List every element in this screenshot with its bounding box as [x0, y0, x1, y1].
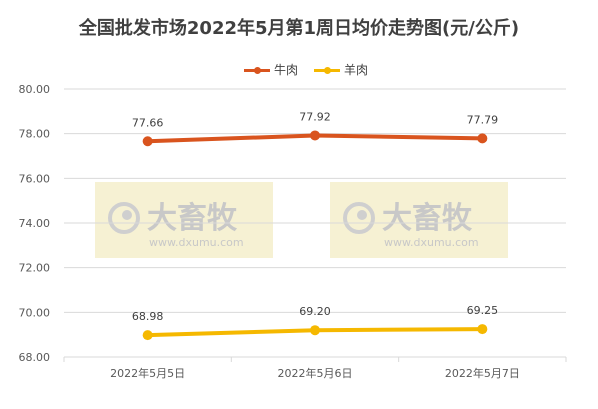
data-point — [142, 136, 153, 147]
data-label: 77.66 — [132, 116, 164, 129]
data-label: 68.98 — [132, 310, 164, 323]
watermark-logo-dot — [357, 210, 367, 220]
watermark-logo-icon — [108, 202, 140, 234]
watermark-brand: 大畜牧 — [382, 201, 473, 236]
watermark-logo-dot — [122, 210, 132, 220]
legend-swatch-beef — [244, 67, 270, 74]
data-label: 69.25 — [467, 304, 499, 317]
x-tick-label: 2022年5月6日 — [278, 366, 353, 380]
data-point — [477, 324, 488, 335]
y-tick-label: 68.00 — [19, 351, 51, 364]
y-tick-label: 74.00 — [19, 217, 51, 230]
legend-swatch-mutton — [314, 67, 340, 74]
y-tick-label: 78.00 — [19, 128, 51, 141]
legend-label-mutton: 羊肉 — [344, 63, 369, 77]
watermark-url: www.dxumu.com — [149, 236, 244, 249]
y-tick-label: 76.00 — [19, 172, 51, 185]
data-label: 77.92 — [299, 110, 331, 123]
data-point — [310, 130, 320, 141]
watermark-box — [95, 182, 273, 258]
watermark-box — [330, 182, 508, 258]
data-point — [142, 330, 153, 341]
watermark-logo-icon — [343, 202, 375, 234]
chart-title: 全国批发市场2022年5月第1周日均价走势图(元/公斤) — [78, 18, 520, 39]
data-label: 69.20 — [299, 305, 331, 318]
data-point — [477, 133, 488, 144]
watermark-url: www.dxumu.com — [384, 236, 479, 249]
data-label: 77.79 — [467, 113, 499, 126]
x-tick-label: 2022年5月5日 — [110, 366, 185, 380]
y-tick-label: 70.00 — [19, 306, 51, 319]
data-point — [310, 325, 320, 336]
x-tick-label: 2022年5月7日 — [445, 366, 520, 380]
legend: 牛肉 羊肉 — [0, 60, 598, 80]
legend-label-beef: 牛肉 — [274, 63, 299, 77]
y-tick-label: 72.00 — [19, 262, 51, 275]
watermark-brand: 大畜牧 — [147, 201, 238, 236]
y-tick-label: 80.00 — [19, 83, 51, 96]
